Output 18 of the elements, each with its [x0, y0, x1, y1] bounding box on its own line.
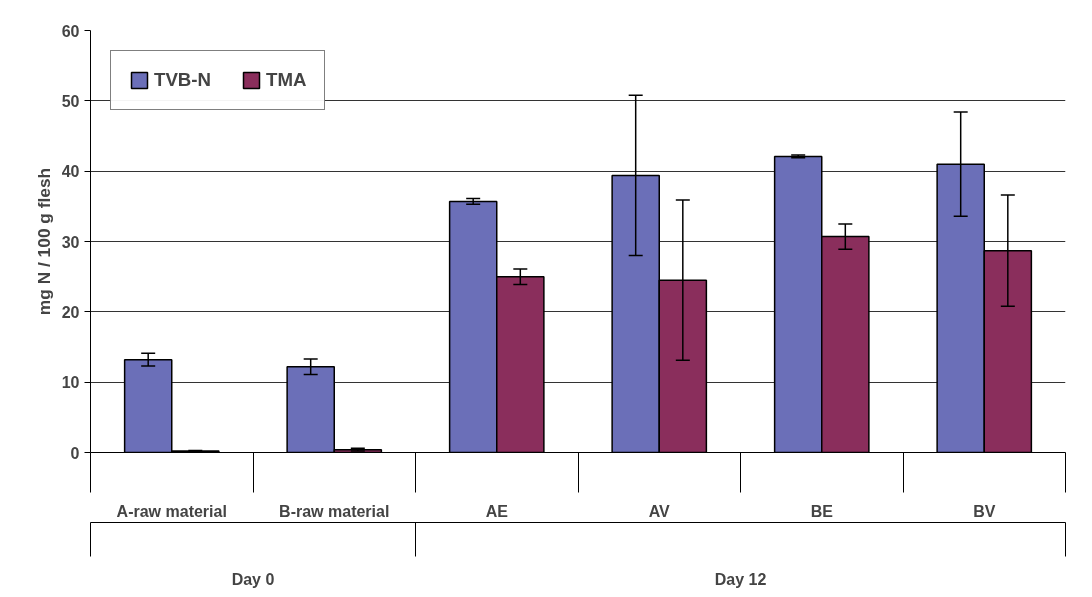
- y-axis-title: mg N / 100 g flesh: [33, 167, 54, 316]
- y-tick-label: 0: [70, 444, 80, 462]
- text: Day 12: [714, 570, 767, 588]
- legend-label: TMA: [266, 69, 307, 91]
- y-tick-label: 60: [61, 22, 80, 40]
- legend-label: TVB-N: [154, 69, 211, 91]
- x-tick-label: AV: [648, 502, 671, 520]
- x-tick-label: AE: [485, 502, 509, 520]
- x-tick-label: A-raw material: [116, 502, 227, 520]
- y-tick-label: 50: [61, 92, 80, 110]
- y-tick-label: 30: [61, 233, 80, 251]
- x-tick-label: BE: [810, 502, 834, 520]
- y-tick-label: 10: [61, 374, 80, 392]
- text: Day 0: [231, 570, 275, 588]
- y-tick-label: 20: [61, 303, 80, 321]
- x-tick-label: B-raw material: [279, 502, 390, 520]
- y-tick-label: 40: [61, 163, 80, 181]
- x-tick-label: BV: [973, 502, 996, 520]
